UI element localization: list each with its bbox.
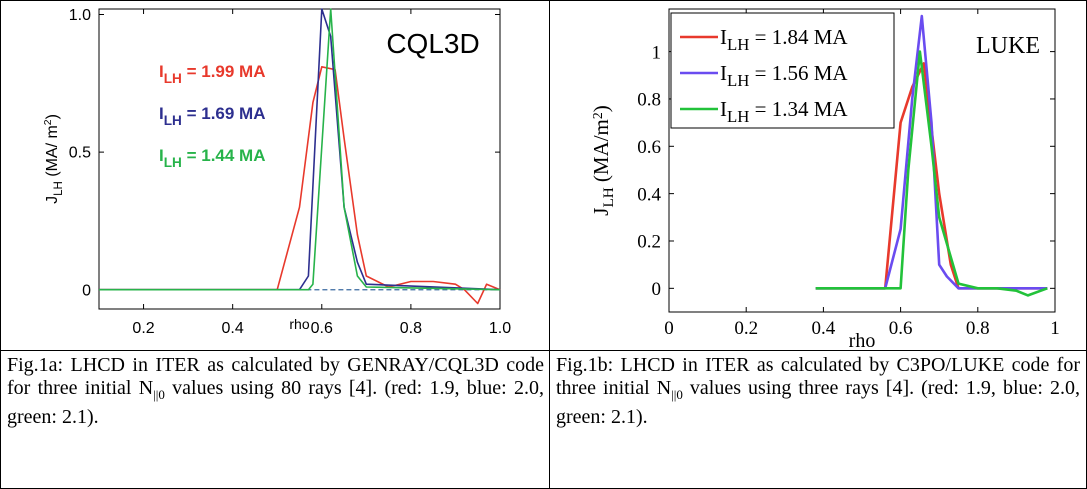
legend-entry-rest: = 1.34 MA [749, 97, 848, 121]
series-line-3 [815, 50, 1048, 297]
legend-entry-sub: LH [727, 35, 749, 54]
x-tick-label: 0.6 [889, 318, 913, 339]
legend-entry-sub: LH [727, 71, 749, 90]
legend-entry-sub: LH [164, 155, 182, 170]
y-tick-label: 1 [652, 42, 662, 63]
x-tick-label: 1 [1050, 318, 1060, 339]
y-axis-label-sub: LH [53, 181, 65, 196]
series-line-1 [99, 66, 501, 305]
y-tick-label: 1.0 [69, 7, 91, 24]
x-tick-label: 0.8 [966, 318, 990, 339]
y-tick-label: 0.8 [637, 90, 661, 111]
chart-title: LUKE [976, 33, 1040, 59]
y-axis-label: JLH (MA/ m2) [43, 114, 65, 204]
series-line-2 [815, 14, 1048, 290]
y-tick-label: 0.4 [637, 184, 661, 205]
legend-entry-1: ILH = 1.99 MA [159, 62, 265, 86]
series-line-1 [815, 62, 1048, 290]
legend-entry-main: I [720, 61, 727, 85]
legend-entry-3: ILH = 1.44 MA [159, 146, 265, 170]
legend-entry-sub: LH [164, 113, 182, 128]
caption-fig1b: Fig.1b: LHCD in ITER as calculated by C3… [549, 350, 1087, 489]
y-axis-label-unit: (MA/m [589, 119, 613, 187]
legend-entry-main: I [720, 97, 727, 121]
caption-fig1b-post: values using three rays [4]. (red: 1.9, … [556, 377, 1080, 428]
legend-entry-2: ILH = 1.56 MA [720, 61, 848, 90]
legend-entry-rest: = 1.56 MA [749, 61, 848, 85]
legend-entry-3: ILH = 1.34 MA [720, 97, 848, 126]
chart-cell-cql3d: 0.2 0.4 0.6 0.8 1.0 0 0.5 1.0 CQL3D rho JLH (MA/ m… [0, 0, 550, 351]
caption-fig1a: Fig.1a: LHCD in ITER as calculated by GE… [0, 350, 550, 489]
x-tick-label: 0.8 [400, 320, 422, 337]
legend-entry-main: I [159, 62, 164, 81]
y-axis-label: JLH (MA/m2) [589, 105, 617, 215]
legend-entry-1: ILH = 1.84 MA [720, 25, 848, 54]
x-tick-label: 0 [664, 318, 674, 339]
x-axis-label: rho [289, 316, 309, 332]
y-axis-label-sup: 2 [43, 119, 54, 125]
chart-cell-luke: 0 0.2 0.4 0.6 0.8 1 0 0.2 0.4 0.6 0.8 1 LUKE rho JLH (… [549, 0, 1087, 352]
caption-fig1a-post: values using 80 rays [4]. (red: 1.9, blu… [7, 377, 544, 428]
legend-entry-rest: = 1.99 MA [182, 62, 266, 81]
y-tick-label: 0 [82, 282, 91, 299]
x-tick-label: 0.2 [734, 318, 758, 339]
y-axis-label-sup: 2 [590, 112, 605, 119]
y-axis-label-unit: (MA/ m [44, 125, 61, 181]
legend-entry-sub: LH [727, 107, 749, 126]
caption-fig1b-pre: Fig.1b: LHCD in ITER as calculated by C3… [556, 354, 1080, 399]
y-axis-label-close: ) [589, 105, 613, 112]
x-tick-label: 0.2 [132, 320, 154, 337]
x-tick-label: 0.4 [812, 318, 836, 339]
x-axis-label: rho [849, 330, 876, 352]
legend-entry-main: I [720, 25, 727, 49]
legend-entry-2: ILH = 1.69 MA [159, 104, 265, 128]
y-axis-label-main: J [44, 196, 61, 204]
chart-title: CQL3D [386, 28, 479, 59]
legend-entry-sub: LH [164, 71, 182, 86]
x-tick-label: 0.4 [222, 320, 244, 337]
caption-fig1b-sub: ||0 [671, 387, 683, 402]
y-axis-label-close: ) [44, 114, 61, 119]
series-line-3 [99, 8, 501, 291]
y-tick-label: 0.6 [637, 137, 661, 158]
caption-fig1a-sub: ||0 [153, 387, 165, 402]
x-tick-label: 1.0 [489, 320, 511, 337]
legend-entry-main: I [159, 146, 164, 165]
y-axis-label-main: J [589, 208, 613, 216]
series-line-2 [99, 8, 501, 291]
y-tick-label: 0 [652, 279, 662, 300]
y-tick-label: 0.2 [637, 232, 661, 253]
legend-entry-main: I [159, 104, 164, 123]
caption-fig1a-pre: Fig.1a: LHCD in ITER as calculated by GE… [7, 354, 544, 399]
plot-area [98, 8, 501, 310]
legend-entry-rest: = 1.44 MA [182, 146, 266, 165]
y-axis-label-sub: LH [601, 187, 617, 207]
x-tick-label: 0.6 [311, 320, 333, 337]
y-tick-label: 0.5 [69, 145, 91, 162]
legend-entry-rest: = 1.69 MA [182, 104, 266, 123]
legend-entry-rest: = 1.84 MA [749, 25, 848, 49]
